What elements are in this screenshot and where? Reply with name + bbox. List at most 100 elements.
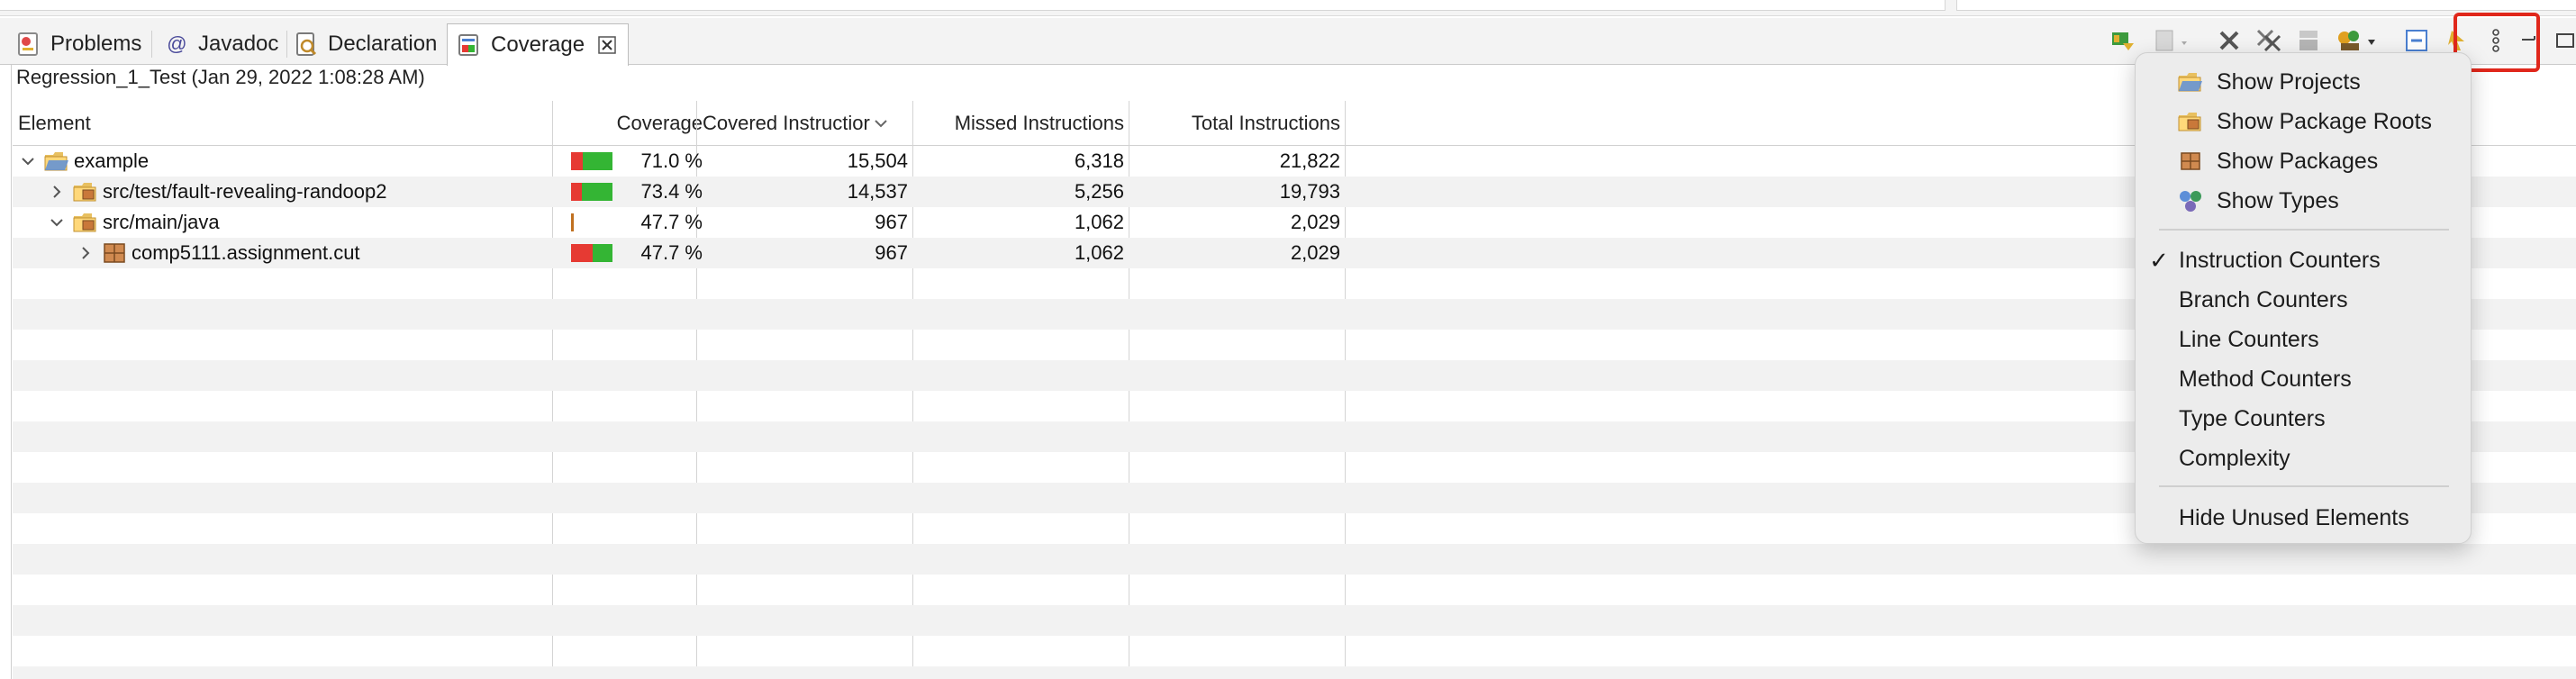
tab-label: Javadoc [198,32,279,56]
coverage-icon [457,32,482,58]
menu-item-label: Show Packages [2217,148,2379,174]
table-row-main-source-root[interactable]: src/main/java 47.7 % 967 1,062 2,029 [13,207,2576,238]
menu-item-show-types[interactable]: Show Types [2136,183,2471,219]
tab-label: Declaration [328,32,438,56]
minimize-icon[interactable] [2518,25,2536,56]
menu-item-label: Branch Counters [2179,286,2348,312]
coverage-bar-missed [571,152,583,170]
coverage-percent: 47.7 % [640,241,703,264]
tab-javadoc[interactable]: @ Javadoc [164,23,279,65]
remove-session-icon[interactable] [2214,25,2245,56]
table-row-background [13,544,2576,575]
remove-all-sessions-icon[interactable] [2254,25,2284,56]
covered-instructions: 967 [875,211,908,233]
collapse-all-icon[interactable] [2401,25,2432,56]
table-row-background [13,636,2576,666]
table-row-background [13,575,2576,605]
menu-item-label: Method Counters [2179,366,2352,392]
chevron-down-icon[interactable] [18,151,38,171]
coverage-bar [571,183,612,201]
covered-instructions: 14,537 [847,180,908,203]
view-menu-icon[interactable] [2481,25,2511,56]
javadoc-at-icon: @ [166,32,187,55]
menu-item-show-packages[interactable]: Show Packages [2136,143,2471,179]
package-icon [2177,149,2204,174]
covered-instructions: 15,504 [847,149,908,172]
menu-item-label: Complexity [2179,445,2290,471]
coverage-session-label: Regression_1_Test (Jan 29, 2022 1:08:28 … [16,66,425,88]
menu-item-show-package-roots[interactable]: Show Package Roots [2136,104,2471,140]
menu-item-method-counters[interactable]: Method Counters [2136,361,2471,397]
column-header-covered-instructions[interactable]: Covered Instructior [697,101,913,146]
element-name: comp5111.assignment.cut [132,241,360,264]
checkmark-icon: ✓ [2149,246,2169,274]
close-tab-icon[interactable] [597,35,617,55]
view-border [11,65,12,679]
tab-problems[interactable]: Problems [16,23,141,65]
select-session-icon[interactable] [2335,25,2380,56]
tab-separator [286,31,287,58]
editor-panel-edge-left [0,0,1946,11]
maximize-icon[interactable] [2553,25,2576,56]
menu-separator [2159,485,2449,487]
dump-execution-data-icon[interactable] [2149,25,2196,56]
merge-sessions-icon[interactable] [2293,25,2324,56]
menu-item-label: Show Package Roots [2217,108,2433,134]
relaunch-coverage-icon[interactable] [2108,25,2138,56]
coverage-bar [571,244,612,262]
editor-area-edge [0,0,2576,16]
column-header-missed-instructions[interactable]: Missed Instructions [954,112,1124,134]
view-menu-highlight [2454,13,2540,72]
table-row-package[interactable]: comp5111.assignment.cut 47.7 % 967 1,062… [13,238,2576,268]
table-row-background [13,666,2576,679]
menu-item-branch-counters[interactable]: Branch Counters [2136,282,2471,318]
coverage-bar [571,152,612,170]
column-header-label: Covered Instructior [703,112,870,134]
element-cell: comp5111.assignment.cut [70,238,553,268]
coverage-bar-tick [571,213,574,231]
table-row-test-source-root[interactable]: src/test/fault-revealing-randoop2 73.4 %… [13,177,2576,207]
menu-item-type-counters[interactable]: Type Counters [2136,401,2471,437]
total-instructions: 2,029 [1290,211,1340,233]
element-cell: src/test/fault-revealing-randoop2 [41,177,553,207]
menu-item-show-projects[interactable]: Show Projects [2136,64,2471,100]
declaration-icon [294,32,319,57]
chevron-right-icon[interactable] [47,182,67,202]
column-header-total-instructions[interactable]: Total Instructions [1191,112,1340,134]
total-instructions: 21,822 [1279,149,1340,172]
menu-item-complexity[interactable]: Complexity [2136,440,2471,476]
table-row-example[interactable]: example 71.0 % 15,504 6,318 21,822 [13,146,2576,177]
menu-item-line-counters[interactable]: Line Counters [2136,321,2471,358]
editor-panel-edge-right [1956,0,2576,11]
coverage-bar-missed [571,244,593,262]
coverage-bar-covered [583,152,612,170]
coverage-bar-missed [571,183,582,201]
element-name: src/test/fault-revealing-randoop2 [103,180,387,203]
coverage-bar-covered [582,183,612,201]
element-cell: src/main/java [41,207,553,238]
missed-instructions: 1,062 [1074,241,1124,264]
package-root-icon [72,210,99,235]
column-header-element[interactable]: Element [18,112,91,134]
menu-item-label: Line Counters [2179,326,2319,352]
chevron-right-icon[interactable] [76,243,95,263]
coverage-percent: 47.7 % [640,211,703,233]
tab-declaration[interactable]: Declaration [294,23,437,65]
menu-item-hide-unused-elements[interactable]: Hide Unused Elements [2136,500,2471,536]
chevron-down-icon[interactable] [47,213,67,232]
package-root-icon [2177,109,2204,134]
missed-instructions: 6,318 [1074,149,1124,172]
menu-item-instruction-counters[interactable]: ✓ Instruction Counters [2136,242,2471,278]
tab-coverage[interactable]: Coverage [447,23,630,66]
tab-label: Problems [50,32,142,56]
element-name: example [74,149,150,172]
menu-item-label: Show Projects [2217,68,2361,95]
problems-icon [16,32,41,57]
coverage-percent: 73.4 % [640,180,703,203]
column-header-coverage[interactable]: Coverage [616,112,703,134]
element-cell: example [13,146,553,177]
package-root-icon [72,179,99,204]
table-row-background [13,605,2576,636]
total-instructions: 2,029 [1290,241,1340,264]
missed-instructions: 5,256 [1074,180,1124,203]
